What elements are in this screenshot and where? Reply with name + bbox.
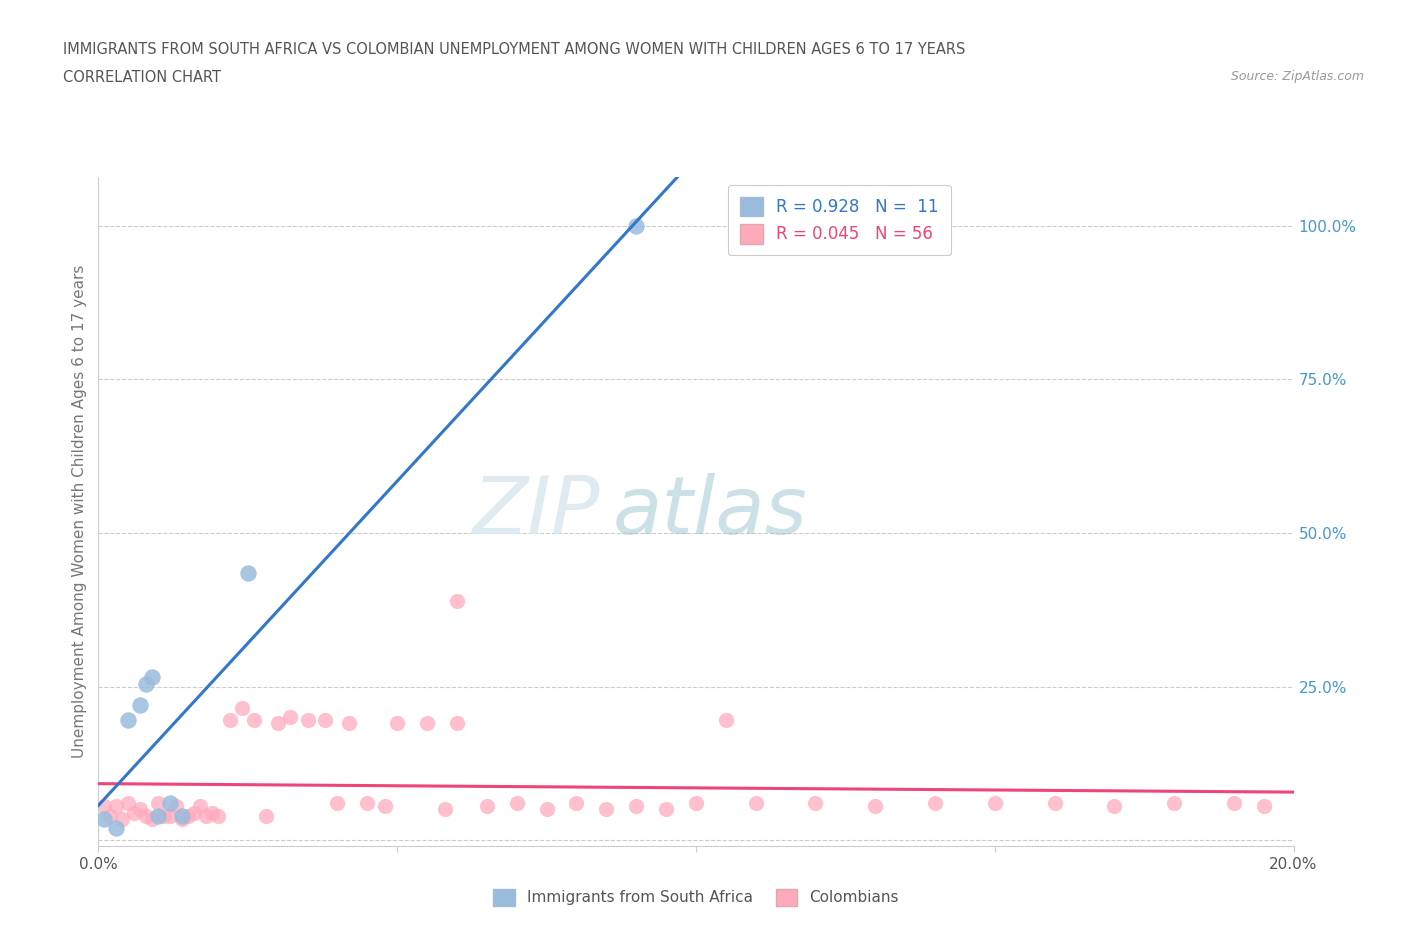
- Point: [924, 796, 946, 811]
- Text: atlas: atlas: [613, 472, 807, 551]
- Point: [148, 796, 170, 811]
- Point: [129, 698, 152, 712]
- Point: [93, 811, 115, 826]
- Point: [100, 808, 122, 823]
- Point: [243, 713, 266, 728]
- Point: [1163, 796, 1185, 811]
- Point: [135, 676, 157, 691]
- Point: [356, 796, 378, 811]
- Point: [177, 808, 200, 823]
- Point: [93, 799, 115, 814]
- Point: [626, 799, 648, 814]
- Text: ZIP: ZIP: [472, 472, 600, 551]
- Point: [655, 802, 678, 817]
- Point: [153, 808, 176, 823]
- Point: [984, 796, 1007, 811]
- Point: [111, 811, 134, 826]
- Point: [626, 219, 648, 233]
- Point: [315, 713, 337, 728]
- Point: [141, 670, 163, 684]
- Point: [416, 716, 439, 731]
- Point: [278, 710, 301, 724]
- Point: [297, 713, 319, 728]
- Point: [565, 796, 588, 811]
- Point: [1223, 796, 1246, 811]
- Point: [195, 808, 218, 823]
- Point: [117, 796, 139, 811]
- Point: [339, 716, 360, 731]
- Point: [117, 713, 139, 728]
- Point: [385, 716, 409, 731]
- Point: [141, 811, 163, 826]
- Point: [1043, 796, 1066, 811]
- Point: [374, 799, 396, 814]
- Point: [475, 799, 498, 814]
- Legend: Immigrants from South Africa, Colombians: Immigrants from South Africa, Colombians: [486, 883, 905, 912]
- Text: IMMIGRANTS FROM SOUTH AFRICA VS COLOMBIAN UNEMPLOYMENT AMONG WOMEN WITH CHILDREN: IMMIGRANTS FROM SOUTH AFRICA VS COLOMBIA…: [63, 42, 966, 57]
- Point: [536, 802, 558, 817]
- Point: [506, 796, 529, 811]
- Point: [105, 820, 128, 835]
- Point: [159, 808, 181, 823]
- Text: Source: ZipAtlas.com: Source: ZipAtlas.com: [1230, 70, 1364, 83]
- Point: [1253, 799, 1275, 814]
- Point: [446, 716, 468, 731]
- Point: [129, 802, 152, 817]
- Point: [254, 808, 277, 823]
- Text: CORRELATION CHART: CORRELATION CHART: [63, 70, 221, 85]
- Point: [124, 805, 146, 820]
- Point: [685, 796, 707, 811]
- Point: [159, 796, 181, 811]
- Point: [188, 799, 211, 814]
- Point: [148, 808, 170, 823]
- Point: [201, 805, 224, 820]
- Point: [219, 713, 242, 728]
- Point: [231, 700, 253, 715]
- Point: [446, 593, 468, 608]
- Point: [1104, 799, 1126, 814]
- Y-axis label: Unemployment Among Women with Children Ages 6 to 17 years: Unemployment Among Women with Children A…: [72, 265, 87, 758]
- Point: [865, 799, 887, 814]
- Point: [172, 808, 194, 823]
- Point: [135, 808, 157, 823]
- Point: [165, 799, 187, 814]
- Point: [207, 808, 229, 823]
- Point: [745, 796, 768, 811]
- Point: [183, 805, 205, 820]
- Point: [595, 802, 617, 817]
- Point: [326, 796, 349, 811]
- Point: [267, 716, 290, 731]
- Point: [236, 565, 259, 580]
- Point: [434, 802, 457, 817]
- Point: [105, 799, 128, 814]
- Point: [714, 713, 737, 728]
- Point: [172, 811, 194, 826]
- Point: [804, 796, 827, 811]
